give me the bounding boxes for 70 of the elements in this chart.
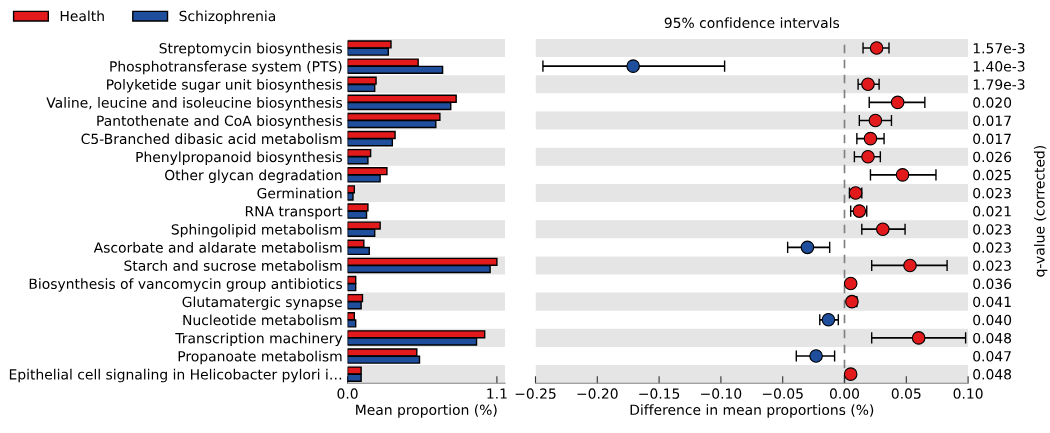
y-tick-label: Transcription machinery bbox=[175, 332, 343, 347]
point bbox=[809, 349, 823, 363]
y-tick-label: Biosynthesis of vancomycin group antibiotics bbox=[29, 278, 343, 292]
chart-title: 95% confidence intervals bbox=[664, 17, 840, 29]
y-tick-label: Ascorbate and aldarate metabolism bbox=[93, 242, 342, 253]
y2-tick-label: 0.047 bbox=[973, 351, 1011, 362]
point bbox=[861, 77, 875, 92]
x-tick-label: −0.15 bbox=[639, 388, 680, 399]
x-tick-label: −0.20 bbox=[577, 388, 618, 399]
x-axis-title: Difference in mean proportions (%) bbox=[630, 404, 874, 418]
point bbox=[861, 149, 875, 164]
y-tick-label: Pantothenate and CoA biosynthesis bbox=[97, 115, 343, 129]
point bbox=[869, 41, 884, 55]
legend-label: Schizophrenia bbox=[179, 10, 276, 24]
y2-tick-label: 0.026 bbox=[973, 151, 1012, 163]
y-tick-label: Epithelial cell signaling in Helicobacter pylori i… bbox=[9, 368, 342, 383]
x-tick-label: 0.10 bbox=[953, 388, 983, 399]
y2-tick-label: 0.017 bbox=[973, 115, 1011, 126]
y2-tick-label: 0.021 bbox=[973, 206, 1011, 217]
y-tick-label: Phenylpropanoid biosynthesis bbox=[136, 151, 343, 165]
point bbox=[843, 276, 858, 291]
y2-tick-label: 0.041 bbox=[973, 296, 1011, 308]
y2-tick-label: 0.023 bbox=[973, 260, 1011, 271]
y-tick-label: Nucleotide metabolism bbox=[183, 314, 342, 326]
y-tick-label: RNA transport bbox=[245, 206, 343, 220]
point bbox=[821, 312, 836, 327]
y2-tick-label: 1.57e-3 bbox=[973, 43, 1025, 54]
x-tick-label: −0.05 bbox=[762, 388, 803, 399]
y-tick-label: C5-Branched dibasic acid metabolism bbox=[81, 133, 342, 145]
y-tick-label: Starch and sucrose metabolism bbox=[124, 260, 342, 271]
y2-axis-title: q-value (corrected) bbox=[1033, 145, 1048, 277]
point bbox=[800, 240, 815, 255]
x-tick-label: 1.1 bbox=[487, 388, 507, 399]
point bbox=[868, 113, 883, 128]
y2-tick-label: 0.023 bbox=[973, 224, 1011, 235]
y2-tick-label: 0.036 bbox=[973, 278, 1012, 290]
y2-tick-label: 0.048 bbox=[973, 369, 1012, 380]
point bbox=[911, 331, 926, 345]
y2-tick-label: 1.79e-3 bbox=[973, 79, 1025, 90]
x-tick-label: 0.0 bbox=[337, 388, 358, 399]
y2-tick-label: 0.017 bbox=[973, 133, 1011, 145]
y-tick-label: Germination bbox=[257, 187, 342, 199]
x-tick-label: −0.25 bbox=[515, 388, 556, 399]
y2-tick-label: 0.048 bbox=[973, 332, 1012, 344]
x-tick-label: 0.05 bbox=[891, 388, 921, 399]
point bbox=[895, 168, 910, 182]
y-tick-label: Propanoate metabolism bbox=[178, 350, 342, 365]
y-tick-label: Phosphotransferase system (PTS) bbox=[110, 60, 342, 75]
x-tick-label: 0.00 bbox=[829, 388, 860, 399]
y-tick-label: Streptomycin biosynthesis bbox=[159, 42, 343, 57]
y2-tick-label: 0.025 bbox=[973, 169, 1011, 181]
point bbox=[626, 59, 640, 73]
point bbox=[890, 95, 905, 110]
y-tick-label: Other glycan degradation bbox=[165, 169, 342, 184]
y2-tick-label: 0.040 bbox=[973, 314, 1012, 326]
x-axis-title: Mean proportion (%) bbox=[356, 404, 497, 418]
y2-tick-label: 0.023 bbox=[973, 242, 1011, 253]
point bbox=[876, 222, 890, 237]
y2-tick-label: 1.40e-3 bbox=[973, 61, 1025, 72]
y2-tick-label: 0.023 bbox=[973, 187, 1011, 199]
x-tick-label: −0.10 bbox=[701, 388, 742, 399]
point bbox=[863, 131, 878, 146]
legend-label: Health bbox=[60, 10, 104, 22]
point bbox=[843, 367, 858, 381]
y2-tick-label: 0.020 bbox=[973, 97, 1012, 108]
point bbox=[903, 258, 917, 273]
y-tick-label: Glutamatergic synapse bbox=[182, 296, 342, 310]
y-tick-label: Valine, leucine and isoleucine biosynthesis bbox=[46, 97, 343, 111]
y-tick-label: Polyketide sugar unit biosynthesis bbox=[107, 78, 343, 93]
y-tick-label: Sphingolipid metabolism bbox=[171, 223, 342, 238]
